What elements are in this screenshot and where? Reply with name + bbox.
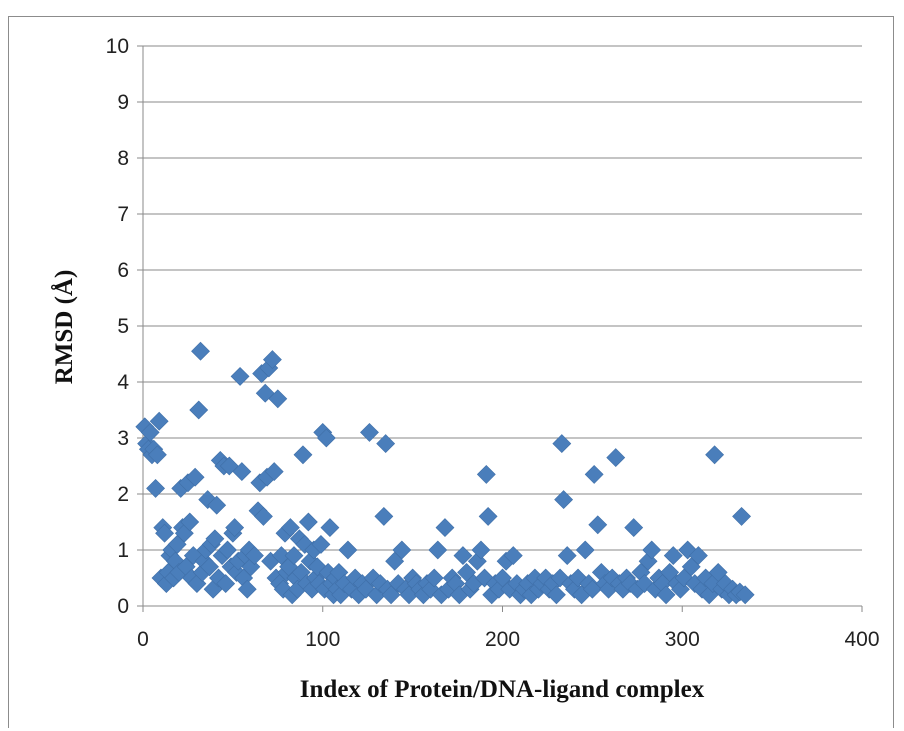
data-point-50 bbox=[225, 518, 245, 538]
data-point-223 bbox=[732, 506, 751, 526]
data-point-25 bbox=[180, 512, 200, 532]
data-point-169 bbox=[547, 585, 566, 605]
data-point-11 bbox=[155, 523, 174, 543]
data-point-119 bbox=[374, 506, 394, 526]
x-tick-label-0: 0 bbox=[137, 628, 149, 651]
y-axis-title: RMSD (Å) bbox=[50, 270, 78, 385]
x-tick-label-100: 100 bbox=[305, 628, 340, 651]
data-point-197 bbox=[642, 540, 662, 560]
data-point-137 bbox=[435, 518, 455, 538]
y-tick-label-7: 7 bbox=[117, 203, 129, 226]
data-point-79 bbox=[280, 518, 300, 538]
data-point-149 bbox=[476, 464, 496, 484]
data-point-125 bbox=[392, 540, 412, 560]
data-point-6 bbox=[146, 478, 166, 498]
chart-frame bbox=[8, 16, 894, 728]
y-tick-label-10: 10 bbox=[106, 35, 129, 58]
gridlines bbox=[143, 45, 862, 551]
data-point-7 bbox=[147, 445, 167, 465]
data-point-8 bbox=[149, 411, 169, 431]
x-tick-label-200: 200 bbox=[485, 628, 520, 651]
data-point-181 bbox=[584, 464, 604, 484]
data-point-172 bbox=[554, 490, 574, 510]
data-point-109 bbox=[338, 540, 358, 560]
data-point-39 bbox=[205, 529, 225, 549]
data-point-173 bbox=[557, 546, 577, 566]
data-point-171 bbox=[552, 434, 572, 454]
data-point-203 bbox=[663, 546, 683, 566]
data-point-70 bbox=[264, 462, 284, 482]
data-point-57 bbox=[237, 579, 257, 599]
data-point-182 bbox=[588, 515, 608, 535]
data-points bbox=[135, 341, 755, 605]
y-tick-label-1: 1 bbox=[117, 539, 129, 562]
data-point-64 bbox=[254, 506, 273, 526]
y-tick-label-3: 3 bbox=[117, 427, 129, 450]
data-point-192 bbox=[624, 518, 644, 538]
data-point-134 bbox=[424, 568, 444, 588]
data-point-210 bbox=[689, 546, 708, 566]
x-tick-labels: 0 100 200 300 400 bbox=[137, 628, 879, 651]
data-point-142 bbox=[453, 546, 473, 566]
y-tick-label-8: 8 bbox=[117, 147, 129, 170]
data-point-96 bbox=[311, 534, 331, 554]
data-point-31 bbox=[191, 341, 210, 361]
data-point-201 bbox=[656, 585, 676, 605]
data-point-147 bbox=[471, 540, 491, 560]
y-tick-label-9: 9 bbox=[117, 91, 129, 114]
data-point-150 bbox=[478, 506, 498, 526]
y-tick-labels: 0 1 2 3 4 5 6 7 8 9 10 bbox=[106, 35, 130, 618]
x-tick-label-300: 300 bbox=[665, 628, 700, 651]
data-point-224 bbox=[735, 585, 755, 605]
data-point-115 bbox=[360, 422, 379, 442]
data-point-40 bbox=[207, 495, 227, 515]
y-tick-label-0: 0 bbox=[117, 595, 129, 618]
data-point-86 bbox=[293, 445, 313, 465]
data-point-28 bbox=[185, 467, 205, 487]
data-point-135 bbox=[428, 540, 448, 560]
data-point-215 bbox=[705, 445, 725, 465]
data-point-45 bbox=[216, 574, 236, 594]
data-point-46 bbox=[218, 540, 237, 560]
x-axis-title: Index of Protein/DNA-ligand complex bbox=[300, 676, 705, 703]
data-point-101 bbox=[320, 518, 340, 538]
y-tick-label-6: 6 bbox=[117, 259, 129, 282]
y-tick-label-5: 5 bbox=[117, 315, 129, 338]
x-tick-label-400: 400 bbox=[844, 628, 879, 651]
y-tick-label-2: 2 bbox=[117, 483, 129, 506]
y-tick-label-4: 4 bbox=[117, 371, 129, 394]
data-point-187 bbox=[606, 448, 626, 468]
data-point-60 bbox=[245, 546, 264, 566]
data-point-53 bbox=[230, 366, 250, 386]
data-point-157 bbox=[503, 546, 523, 566]
data-point-3 bbox=[140, 422, 160, 442]
data-point-81 bbox=[284, 546, 304, 566]
data-point-178 bbox=[575, 540, 595, 560]
data-point-99 bbox=[316, 428, 336, 448]
data-point-54 bbox=[232, 462, 252, 482]
data-point-30 bbox=[189, 400, 209, 420]
axes bbox=[137, 45, 863, 612]
data-point-89 bbox=[298, 512, 318, 532]
data-point-72 bbox=[268, 389, 288, 409]
data-point-36 bbox=[200, 557, 219, 577]
data-point-69 bbox=[262, 350, 282, 370]
data-point-120 bbox=[376, 434, 396, 454]
